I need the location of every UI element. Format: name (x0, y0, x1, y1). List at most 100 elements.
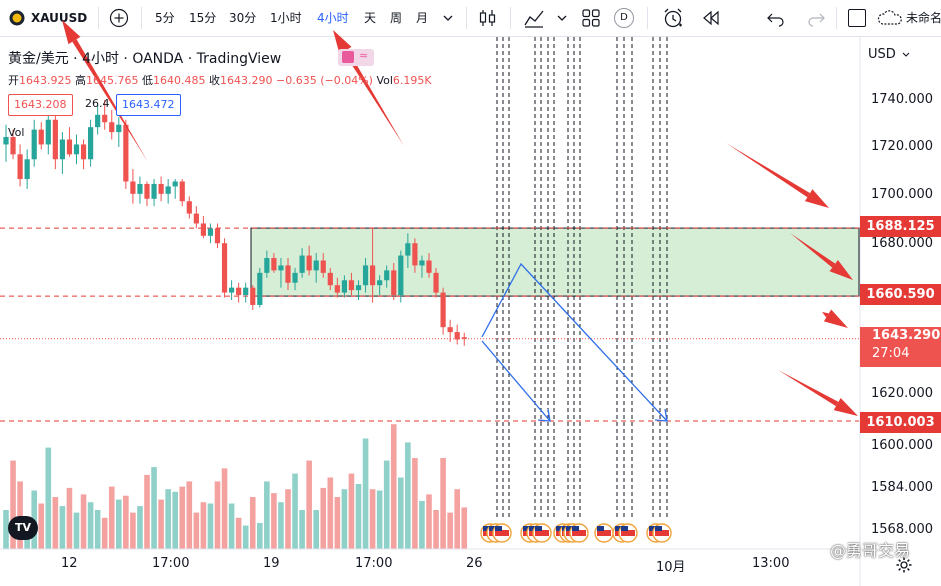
volume-bar (447, 512, 453, 549)
volume-bar (221, 468, 228, 549)
currency-selector[interactable]: USD (868, 47, 910, 62)
arrow-shaft (822, 312, 829, 318)
volume-bar (123, 495, 129, 549)
candle-body (355, 285, 362, 291)
red-arrow (62, 20, 148, 162)
candle-body (306, 255, 312, 271)
volume-bar (313, 510, 319, 549)
tradingview-logo[interactable]: TV (8, 516, 38, 540)
market-status-icon (342, 51, 354, 63)
volume-bars (3, 424, 468, 549)
replay-icon[interactable] (701, 9, 721, 27)
candle-body (348, 280, 355, 291)
redo-icon[interactable] (806, 9, 826, 27)
vol-value: 6.195K (392, 74, 432, 87)
candle-body (440, 292, 446, 328)
candle-body (362, 265, 369, 286)
sell-price-badge[interactable]: 1643.208 (8, 94, 73, 116)
cloud-icon[interactable] (876, 9, 904, 27)
volume-bar (341, 489, 348, 549)
d-badge-button[interactable]: D (614, 8, 634, 28)
time-tick: 12 (61, 556, 78, 571)
flag-canton (655, 526, 662, 531)
candle-body (17, 154, 23, 180)
volume-bar (383, 460, 390, 549)
volume-bar (172, 491, 178, 549)
candle-body (116, 124, 122, 133)
price-tick: 1620.000 (871, 386, 934, 401)
candle-style-icon[interactable] (477, 7, 499, 29)
arrow-head (829, 260, 853, 280)
chevron-down-icon[interactable] (442, 13, 454, 23)
symbol-search-button[interactable]: XAUUSD (31, 11, 88, 25)
market-status-badge[interactable]: ≈ (338, 49, 374, 66)
interval-15m[interactable]: 15分 (189, 11, 217, 25)
arrow-head (823, 309, 848, 328)
compare-add-icon[interactable] (109, 8, 129, 28)
volume-bar (130, 512, 136, 549)
volume-bar (440, 458, 446, 549)
arrow-head (62, 20, 81, 45)
volume-bar (433, 510, 439, 549)
layout-name[interactable]: 未命名 (906, 11, 941, 25)
arrow-shaft (778, 370, 839, 407)
buy-price-badge[interactable]: 1643.472 (116, 94, 181, 116)
close-value: 1643.290 (220, 74, 273, 87)
candle-body (24, 159, 30, 180)
interval-1h[interactable]: 1小时 (270, 11, 302, 25)
fullscreen-checkbox-icon[interactable] (848, 9, 866, 27)
flag-stripe (535, 530, 549, 536)
volume-bar (94, 510, 101, 549)
candle-body (45, 119, 51, 145)
time-tick: 19 (263, 556, 280, 571)
settings-gear-icon[interactable] (895, 556, 913, 574)
volume-bar (398, 477, 404, 549)
candle-body (264, 258, 270, 273)
candle-body (158, 183, 164, 194)
flag-canton (489, 526, 496, 531)
candle-body (10, 137, 16, 155)
candle-body (377, 280, 383, 286)
volume-bar (73, 512, 80, 549)
arrow-shaft (343, 49, 404, 146)
interval-month[interactable]: 月 (416, 11, 429, 25)
indicators-icon[interactable] (522, 7, 546, 29)
undo-icon[interactable] (766, 9, 786, 27)
candle-body (66, 139, 73, 155)
flag-canton (615, 526, 622, 531)
volume-bar (242, 525, 249, 549)
time-tick: 26 (466, 556, 483, 571)
volume-bar (461, 507, 468, 549)
volume-bar (292, 473, 298, 549)
volume-bar (17, 481, 23, 549)
volume-bar (214, 481, 221, 549)
chevron-down-icon[interactable] (556, 13, 568, 23)
red-arrow (790, 233, 853, 280)
interval-day[interactable]: 天 (364, 11, 377, 25)
candle-body (200, 223, 206, 236)
candle-body (221, 243, 228, 293)
layout-grid-icon[interactable] (581, 8, 601, 28)
projection-path (481, 262, 668, 422)
top-toolbar: XAUUSD 5分 15分 30分 1小时 4小时 天 周 月 D (0, 0, 941, 37)
interval-4h[interactable]: 4小时 (317, 11, 349, 25)
lower-level-tag: 1610.003 (860, 412, 941, 433)
candle-body (278, 265, 284, 271)
chart-legend-title[interactable]: 黄金/美元 · 4小时 · OANDA · TradingView (8, 51, 282, 67)
chevron-down-icon (902, 52, 910, 57)
open-label: 开 (8, 74, 19, 87)
interval-week[interactable]: 周 (390, 11, 403, 25)
candle-body (102, 114, 108, 123)
middle-level-tag: 1660.590 (860, 284, 941, 305)
candle-body (137, 183, 143, 194)
interval-30m[interactable]: 30分 (229, 11, 257, 25)
price-tick: 1584.000 (871, 480, 934, 495)
candle-body (391, 270, 397, 296)
currency-label[interactable]: USD (868, 47, 896, 62)
red-arrow (822, 309, 848, 328)
interval-5m[interactable]: 5分 (155, 11, 175, 25)
alarm-clock-icon[interactable] (661, 6, 685, 30)
candle-body (299, 255, 305, 273)
arrow-head (333, 30, 352, 55)
